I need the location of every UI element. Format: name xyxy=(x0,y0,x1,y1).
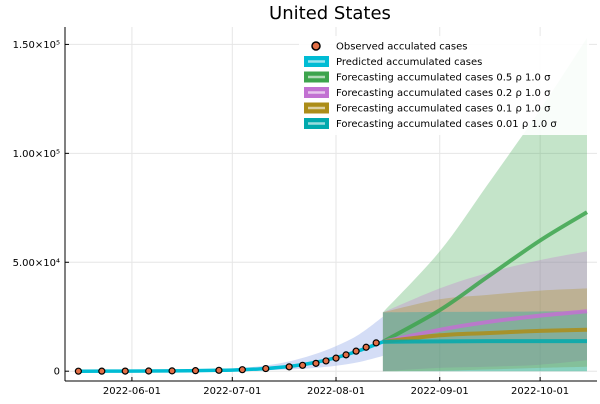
x-tick-label: 2022-10-01 xyxy=(511,386,569,397)
legend-label: Forecasting accumulated cases 0.5 ρ 1.0 … xyxy=(336,73,551,84)
x-tick-label: 2022-06-01 xyxy=(103,386,161,397)
x-tick-label: 2022-09-01 xyxy=(411,386,469,397)
observed-point xyxy=(74,367,82,375)
observed-point xyxy=(191,367,200,375)
y-tick-label: 0 xyxy=(54,367,60,378)
legend-label: Forecasting accumulated cases 0.2 ρ 1.0 … xyxy=(336,88,551,99)
forecast-line xyxy=(381,210,589,344)
observed-point xyxy=(145,367,153,375)
forecast-line xyxy=(382,327,588,344)
y-tick-label: 1.00×10⁵ xyxy=(13,149,60,160)
observed-point xyxy=(362,343,370,351)
x-tick-label: 2022-07-01 xyxy=(203,386,261,397)
legend: Observed acculated cases Predicted accumu… xyxy=(299,36,589,135)
legend-label: Predicted accumulated cases xyxy=(336,57,482,68)
legend-box xyxy=(299,36,589,135)
y-tick-label: 1.50×10⁵ xyxy=(13,40,60,51)
x-tick-label: 2022-08-01 xyxy=(307,386,365,397)
chart-title: United States xyxy=(269,3,391,24)
legend-marker xyxy=(311,41,321,51)
observed-point xyxy=(322,357,330,365)
observed-point xyxy=(372,339,380,347)
observed-point xyxy=(168,367,176,375)
legend-label: Observed acculated cases xyxy=(336,42,467,53)
observed-point xyxy=(332,354,340,362)
observed-point xyxy=(312,359,320,367)
forecast-line xyxy=(382,309,588,344)
observed-point xyxy=(298,361,307,369)
observed-point xyxy=(98,367,106,375)
observed-point xyxy=(121,367,129,375)
observed-point xyxy=(342,351,350,359)
observed-point xyxy=(215,366,223,374)
observed-point xyxy=(285,363,293,371)
forecast-line xyxy=(382,339,587,344)
legend-label: Forecasting accumulated cases 0.1 ρ 1.0 … xyxy=(336,104,551,115)
y-tick-label: 5.00×10⁴ xyxy=(13,258,60,269)
observed-points xyxy=(74,339,380,375)
observed-point xyxy=(262,364,270,373)
predicted-band xyxy=(78,316,383,372)
legend-label: Forecasting accumulated cases 0.01 ρ 1.0… xyxy=(336,119,557,130)
observed-point xyxy=(352,347,360,355)
observed-point xyxy=(238,366,246,374)
axes: 2022-06-01 2022-07-01 2022-08-01 2022-09-01… xyxy=(13,27,597,397)
forecast-band-ac8d18 xyxy=(382,288,587,372)
